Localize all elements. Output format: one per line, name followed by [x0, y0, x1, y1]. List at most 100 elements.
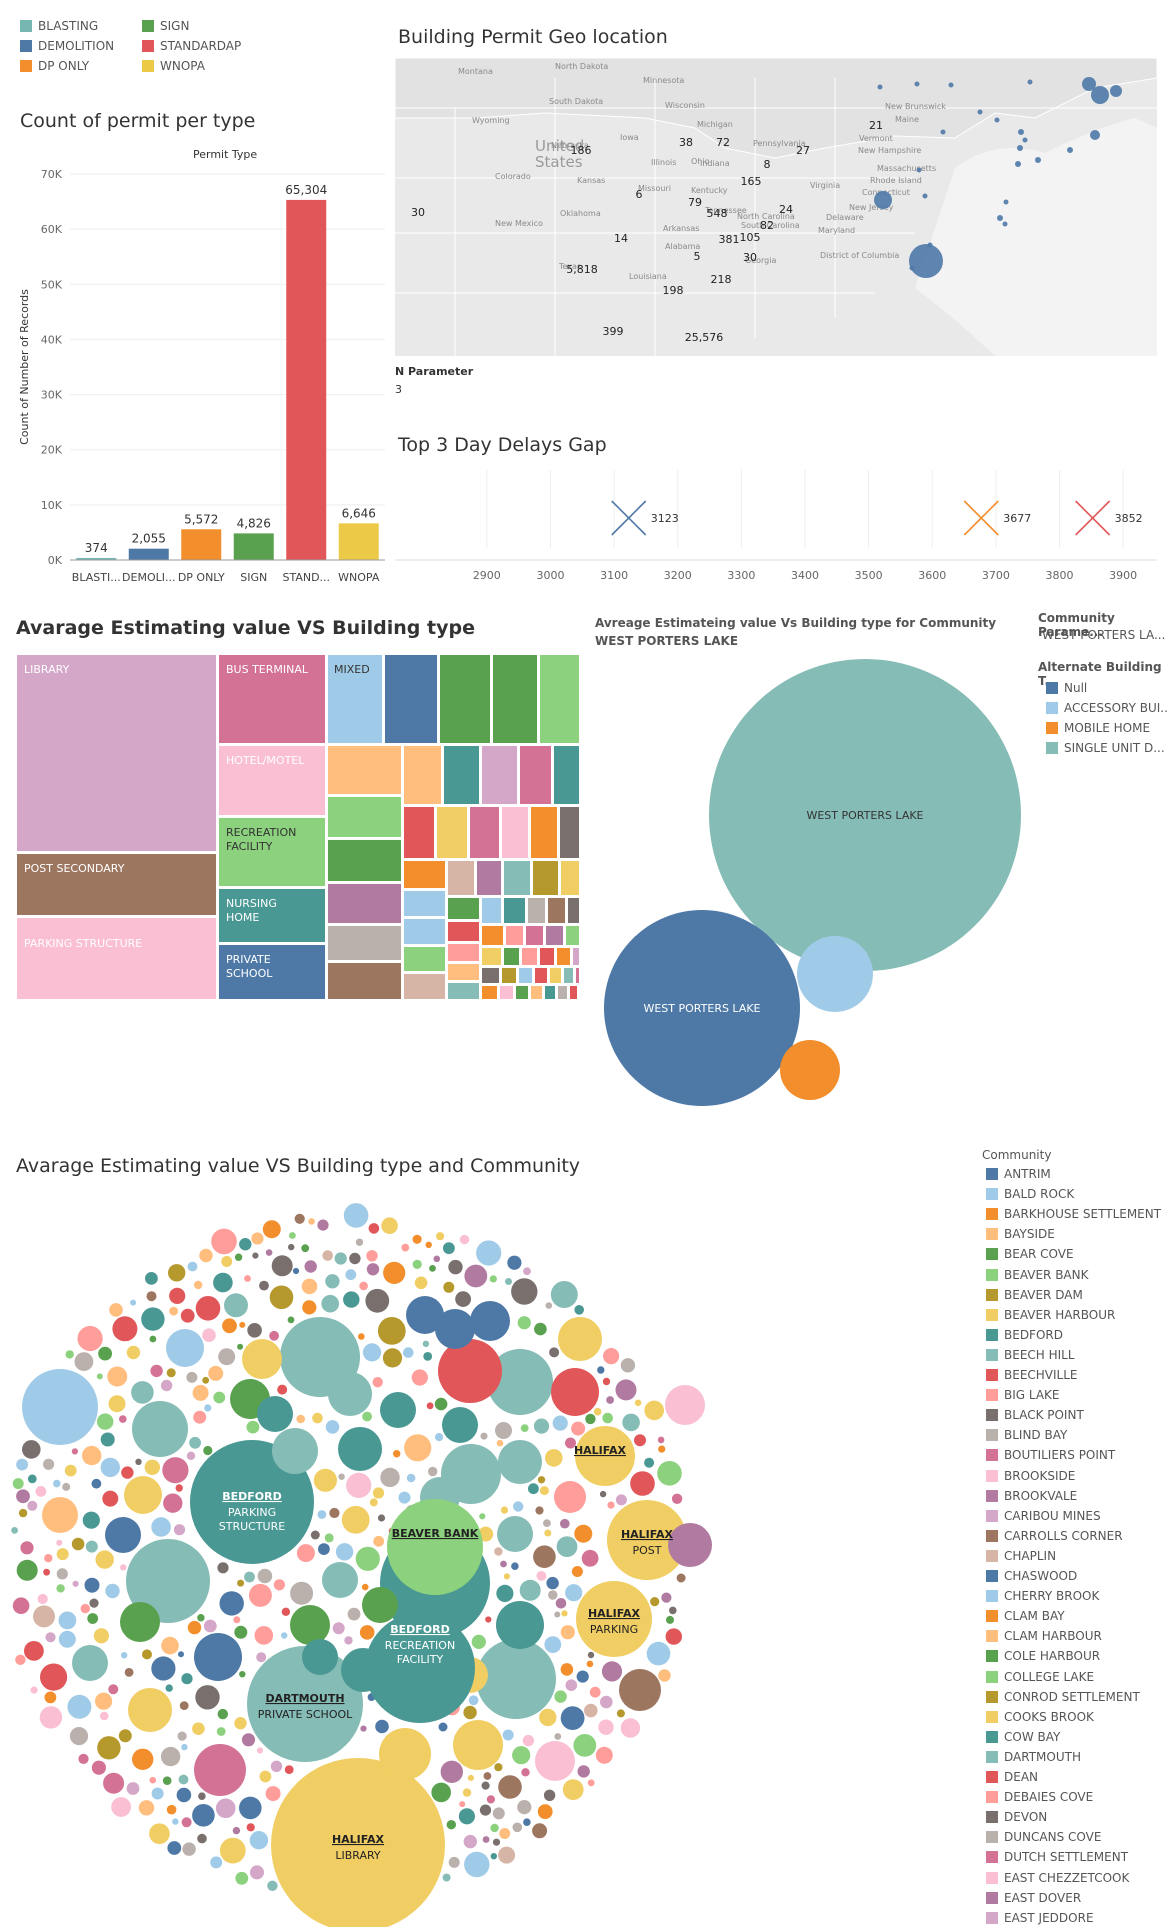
- treemap-title: Avarage Estimating value VS Building typ…: [16, 617, 475, 639]
- community-bubble: [496, 1439, 504, 1447]
- legend-swatch: [986, 1771, 998, 1783]
- legend-swatch: [986, 1911, 998, 1924]
- community-legend-item[interactable]: BEDFORD: [986, 1327, 1063, 1343]
- alt-building-legend-item[interactable]: Null: [1046, 680, 1087, 696]
- community-legend-item[interactable]: CLAM BAY: [986, 1608, 1065, 1624]
- community-legend-item[interactable]: CHERRY BROOK: [986, 1588, 1099, 1604]
- n-parameter-value[interactable]: 3: [395, 383, 402, 396]
- map-place-label: Alabama: [665, 242, 700, 251]
- alt-building-legend-item[interactable]: SINGLE UNIT D...: [1046, 740, 1165, 756]
- community-bubble: [210, 1856, 223, 1869]
- community-bubble: [334, 1252, 347, 1265]
- community-legend-item[interactable]: BLIND BAY: [986, 1427, 1067, 1443]
- community-bubble: [40, 1663, 68, 1691]
- permit-type-legend-item[interactable]: BLASTING: [20, 18, 98, 34]
- community-parameter-value[interactable]: WEST PORTERS LA...: [1042, 628, 1166, 642]
- community-bubble: [511, 1562, 519, 1570]
- treemap-cell: [482, 926, 503, 945]
- community-legend-item[interactable]: CHAPLIN: [986, 1548, 1056, 1564]
- community-legend-item[interactable]: COOKS BROOK: [986, 1709, 1094, 1725]
- community-bubble: [496, 1584, 514, 1602]
- community-legend-item[interactable]: DUNCANS COVE: [986, 1829, 1101, 1845]
- community-legend-item[interactable]: CONROD SETTLEMENT: [986, 1689, 1140, 1705]
- community-bubble: [128, 1688, 172, 1732]
- gap-chart-title: Top 3 Day Delays Gap: [398, 434, 607, 456]
- treemap-cell: [328, 884, 401, 923]
- legend-swatch: [986, 1549, 998, 1562]
- community-legend-item[interactable]: BLACK POINT: [986, 1407, 1084, 1423]
- community-bubble: [97, 1413, 114, 1430]
- gap-x-tick-label: 3900: [1109, 569, 1137, 582]
- permit-type-legend-item[interactable]: DEMOLITION: [20, 38, 114, 54]
- community-legend-item[interactable]: DUTCH SETTLEMENT: [986, 1849, 1128, 1865]
- treemap-cell: [546, 926, 563, 945]
- community-bubble: [375, 1719, 389, 1734]
- map-count-label: 105: [740, 231, 761, 244]
- geo-map[interactable]: North Dakota Montana Minnesota Wisconsin Sou…: [395, 58, 1157, 356]
- map-place-label: Pennsylvania: [753, 139, 806, 148]
- community-legend-item[interactable]: COLLEGE LAKE: [986, 1669, 1094, 1685]
- community-legend-item[interactable]: EAST JEDDORE: [986, 1910, 1094, 1926]
- legend-swatch: [142, 20, 154, 32]
- community-bubble: [438, 1722, 448, 1732]
- community-bubble: [404, 1434, 432, 1462]
- community-bubble: [425, 1241, 432, 1248]
- community-bubble: [666, 1615, 674, 1624]
- community-bubble: [82, 1511, 100, 1529]
- legend-label: DUTCH SETTLEMENT: [1004, 1850, 1129, 1865]
- community-bubble: [294, 1213, 305, 1224]
- map-place-label: Vermont: [859, 134, 893, 143]
- community-bubble: [455, 1291, 471, 1307]
- community-bubble: [317, 1219, 329, 1231]
- community-legend-item[interactable]: BARKHOUSE SETTLEMENT: [986, 1206, 1161, 1222]
- map-place-label: Indiana: [700, 159, 730, 168]
- community-bubble: [587, 1651, 595, 1659]
- alt-building-legend-item[interactable]: ACCESSORY BUI...: [1046, 700, 1169, 716]
- community-bubble: [247, 1646, 363, 1762]
- community-legend-item[interactable]: CARROLLS CORNER: [986, 1528, 1123, 1544]
- permit-type-legend-item[interactable]: STANDARDAP: [142, 38, 241, 54]
- community-legend-item[interactable]: EAST DOVER: [986, 1890, 1081, 1906]
- permit-type-legend-item[interactable]: WNOPA: [142, 58, 205, 74]
- community-legend-item[interactable]: BEECHVILLE: [986, 1367, 1078, 1383]
- community-legend-item[interactable]: BALD ROCK: [986, 1186, 1074, 1202]
- community-legend-item[interactable]: DEAN: [986, 1769, 1038, 1785]
- community-bubble: [257, 1568, 273, 1584]
- legend-swatch: [986, 1750, 998, 1763]
- community-legend-item[interactable]: BROOKSIDE: [986, 1468, 1075, 1484]
- community-legend-item[interactable]: BROOKVALE: [986, 1488, 1077, 1504]
- community-bubble: [552, 1415, 568, 1431]
- community-legend-item[interactable]: BEAVER HARBOUR: [986, 1307, 1115, 1323]
- community-legend-item[interactable]: EAST CHEZZETCOOK: [986, 1870, 1129, 1886]
- community-bubble: [422, 1340, 430, 1347]
- community-legend-item[interactable]: CHASWOOD: [986, 1568, 1077, 1584]
- community-legend-item[interactable]: COW BAY: [986, 1729, 1060, 1745]
- map-title: Building Permit Geo location: [398, 26, 668, 48]
- legend-swatch: [986, 1168, 998, 1180]
- community-legend-item[interactable]: BEAVER BANK: [986, 1267, 1089, 1283]
- community-legend-item[interactable]: DEVON: [986, 1809, 1047, 1825]
- community-legend-item[interactable]: BEECH HILL: [986, 1347, 1075, 1363]
- community-bubble: [575, 1426, 635, 1486]
- community-legend-item[interactable]: BEAVER DAM: [986, 1287, 1083, 1303]
- permit-type-legend-item[interactable]: DP ONLY: [20, 58, 89, 74]
- community-legend-item[interactable]: DEBAIES COVE: [986, 1789, 1093, 1805]
- permit-type-legend-item[interactable]: SIGN: [142, 18, 189, 34]
- community-legend-item[interactable]: BIG LAKE: [986, 1387, 1060, 1403]
- community-bubble: [600, 1695, 613, 1709]
- community-legend-item[interactable]: CARIBOU MINES: [986, 1508, 1101, 1524]
- gap-x-tick-label: 2900: [473, 569, 501, 582]
- community-bubble: [237, 1343, 244, 1350]
- community-bubble: [581, 1549, 599, 1567]
- community-legend-item[interactable]: COLE HARBOUR: [986, 1648, 1100, 1664]
- alt-building-legend-item[interactable]: MOBILE HOME: [1046, 720, 1150, 736]
- community-bubble: [42, 1497, 78, 1533]
- community-legend-item[interactable]: DARTMOUTH: [986, 1749, 1081, 1765]
- community-legend-item[interactable]: CLAM HARBOUR: [986, 1628, 1102, 1644]
- treemap-cell: [219, 818, 325, 886]
- community-legend-item[interactable]: ANTRIM: [986, 1166, 1051, 1182]
- community-bubble: [120, 1602, 160, 1642]
- community-legend-item[interactable]: BOUTILIERS POINT: [986, 1447, 1115, 1463]
- community-legend-item[interactable]: BEAR COVE: [986, 1246, 1074, 1262]
- community-legend-item[interactable]: BAYSIDE: [986, 1226, 1055, 1242]
